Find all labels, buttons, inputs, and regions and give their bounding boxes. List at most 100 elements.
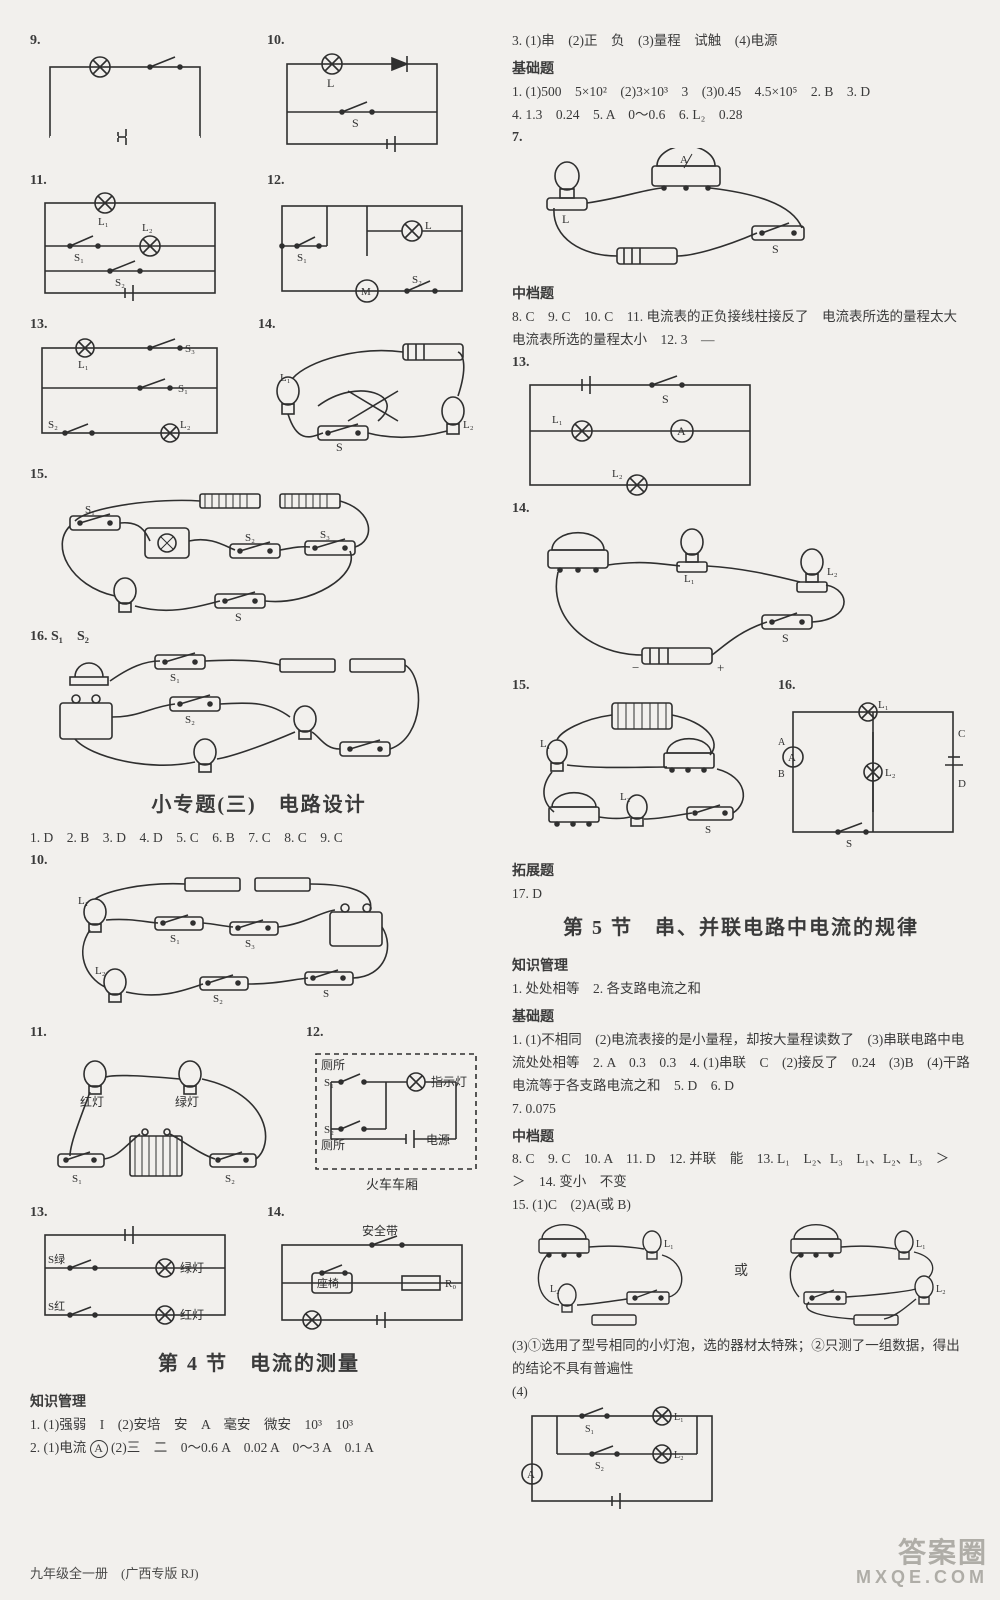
svg-text:S: S	[782, 631, 789, 645]
svg-text:A: A	[788, 752, 796, 764]
train-car-label: 火车车厢	[366, 1177, 418, 1192]
fig-11: 11. L₁ S₁ L₂	[30, 170, 251, 307]
circuit-13: L₁ S₃ S₁ S₂ L₂	[30, 336, 230, 446]
b2: 4. 1.3 0.24 5. A 0～0.6 6. L₂ 0.28	[512, 104, 970, 127]
q16: 16. S₁ S₂ S₁ S₂	[30, 626, 488, 783]
svg-text:L₂: L₂	[885, 767, 896, 779]
fig-r15b: L₁ L₂	[764, 1217, 970, 1327]
svg-text:L: L	[327, 76, 334, 90]
svg-text:L₂: L₂	[463, 419, 474, 431]
svg-text:S₂: S₂	[185, 714, 195, 726]
svg-text:绿灯: 绿灯	[175, 1094, 199, 1109]
row-11b-12b: 11. 红灯 绿灯 S₁	[30, 1022, 488, 1194]
fig-15: 15. S₁ S₂	[30, 464, 488, 626]
svg-text:L₂: L₂	[674, 1450, 684, 1461]
svg-text:L₂: L₂	[936, 1284, 946, 1295]
circuit-12b-train: 厕所 S₁ 指示灯 S₂ 厕所 电源	[306, 1044, 486, 1194]
label-r16: 16.	[778, 678, 796, 693]
section4-title: 第 4 节 电流的测量	[30, 1349, 488, 1380]
label-9: 9.	[30, 33, 41, 48]
svg-text:S₂: S₂	[225, 1173, 235, 1185]
svg-text:S: S	[662, 392, 669, 406]
svg-text:L₂: L₂	[550, 1284, 560, 1295]
svg-text:厕所: 厕所	[321, 1138, 345, 1152]
fig-11b: 11. 红灯 绿灯 S₁	[30, 1022, 290, 1194]
circuit-11b: 红灯 绿灯 S₁ S₂	[30, 1044, 290, 1194]
label-r7: 7.	[512, 130, 523, 145]
fig-12: 12. S₁ L M	[267, 170, 488, 307]
svg-text:S: S	[705, 824, 711, 836]
label-r15: 15.	[512, 678, 530, 693]
circuit-13b: S绿 绿灯 S红 红灯	[30, 1223, 240, 1328]
svg-text:L₁: L₁	[674, 1412, 684, 1423]
svg-text:L₁: L₁	[684, 573, 695, 585]
svg-text:S₁: S₁	[324, 1077, 334, 1089]
circuit-16-pictorial: S₁ S₂	[30, 647, 430, 782]
svg-text:S: S	[235, 610, 242, 624]
fig-r14: 14. L₁ L₂ S −	[512, 498, 970, 675]
svg-text:安全带: 安全带	[362, 1223, 398, 1238]
right-column: 3. (1)串 (2)正 负 (3)量程 试触 (4)电源 基础题 1. (1)…	[512, 30, 970, 1570]
label-13: 13.	[30, 317, 48, 332]
svg-text:L₁: L₁	[78, 359, 89, 371]
fig-14b: 14. 安全带 座椅 R₀	[267, 1202, 488, 1334]
svg-text:S₃: S₃	[320, 529, 330, 541]
svg-text:L₁: L₁	[552, 414, 563, 426]
svg-text:−: −	[632, 660, 639, 675]
svg-text:L₁: L₁	[878, 699, 889, 711]
svg-text:L₁: L₁	[664, 1239, 674, 1250]
m5-1: 8. C 9. C 10. A 11. D 12. 并联 能 13. L₁ L₂…	[512, 1148, 970, 1194]
circuit-11: L₁ S₁ L₂ S₂	[30, 191, 230, 306]
circuit-r15: L₁ L₂ S	[512, 697, 762, 847]
svg-text:S₂: S₂	[412, 274, 422, 286]
svg-text:S绿: S绿	[48, 1252, 65, 1266]
k1: 1. (1)强弱 I (2)安培 安 A 毫安 微安 10³ 10³	[30, 1414, 488, 1437]
fig-10: 10. L S	[267, 30, 488, 162]
t17: 17. D	[512, 883, 970, 906]
left-column: 9. 10.	[30, 30, 488, 1570]
fig-10b: 10. L₁ S₁ S₃	[30, 850, 488, 1022]
fig-14: 14. S L₁	[258, 314, 488, 456]
fig-r16: 16. L₁ A A B L₂	[778, 675, 970, 847]
q15-3: (3)①选用了型号相同的小灯泡，选的器材太特殊；②只测了一组数据，得出的结论不具…	[512, 1335, 970, 1381]
circuit-10b: L₁ S₁ S₃ L₂ S₂	[30, 872, 420, 1022]
svg-text:S₃: S₃	[185, 343, 195, 355]
fig-r15: 15. L₁	[512, 675, 762, 847]
svg-text:S₁: S₁	[170, 672, 180, 684]
page-footer: 九年级全一册 (广西专版 RJ)	[30, 1563, 199, 1582]
row-11-12: 11. L₁ S₁ L₂	[30, 170, 488, 307]
k2: 2. (1)电流 A (2)三 二 0～0.6 A 0.02 A 0～3 A 0…	[30, 1437, 488, 1460]
label-10: 10.	[267, 33, 285, 48]
svg-text:A: A	[527, 1469, 535, 1481]
watermark-line2: MXQE.COM	[856, 1567, 988, 1588]
label-14: 14.	[258, 317, 276, 332]
circuit-12: S₁ L M S₂	[267, 191, 477, 306]
svg-text:L₁: L₁	[540, 738, 551, 750]
row-r15-circuits: L₁ L₂ 或 L₁	[512, 1217, 970, 1327]
svg-text:M: M	[361, 286, 371, 298]
jct1: 基础题	[512, 59, 970, 81]
svg-text:L₁: L₁	[98, 216, 109, 228]
svg-text:S: S	[772, 242, 779, 256]
zsg2: 知识管理	[512, 956, 970, 978]
row-13b-14b: 13. S绿 绿灯 S红 红灯	[30, 1202, 488, 1334]
svg-text:S₁: S₁	[72, 1173, 82, 1185]
svg-text:L₂: L₂	[95, 965, 106, 977]
label-11b: 11.	[30, 1025, 47, 1040]
svg-text:L₁: L₁	[78, 895, 89, 907]
svg-text:D: D	[958, 778, 966, 790]
svg-text:S: S	[352, 116, 359, 130]
circuit-14-pictorial: S L₁ L₂	[258, 336, 488, 456]
circuit-14b: 安全带 座椅 R₀	[267, 1223, 477, 1333]
svg-text:S: S	[323, 988, 329, 1000]
label-12: 12.	[267, 173, 285, 188]
svg-text:S₁: S₁	[170, 933, 180, 945]
label-15: 15.	[30, 467, 48, 482]
q15c: 15. (1)C (2)A(或 B)	[512, 1194, 970, 1217]
svg-text:A: A	[680, 154, 688, 166]
b5-1: 1. (1)不相同 (2)电流表接的是小量程，却按大量程读数了 (3)串联电路中…	[512, 1029, 970, 1098]
fig-r7: 7. L A S	[512, 127, 970, 279]
svg-text:L₂: L₂	[142, 222, 153, 234]
circuit-r15a: L₁ L₂	[512, 1217, 712, 1327]
label-13b: 13.	[30, 1205, 48, 1220]
